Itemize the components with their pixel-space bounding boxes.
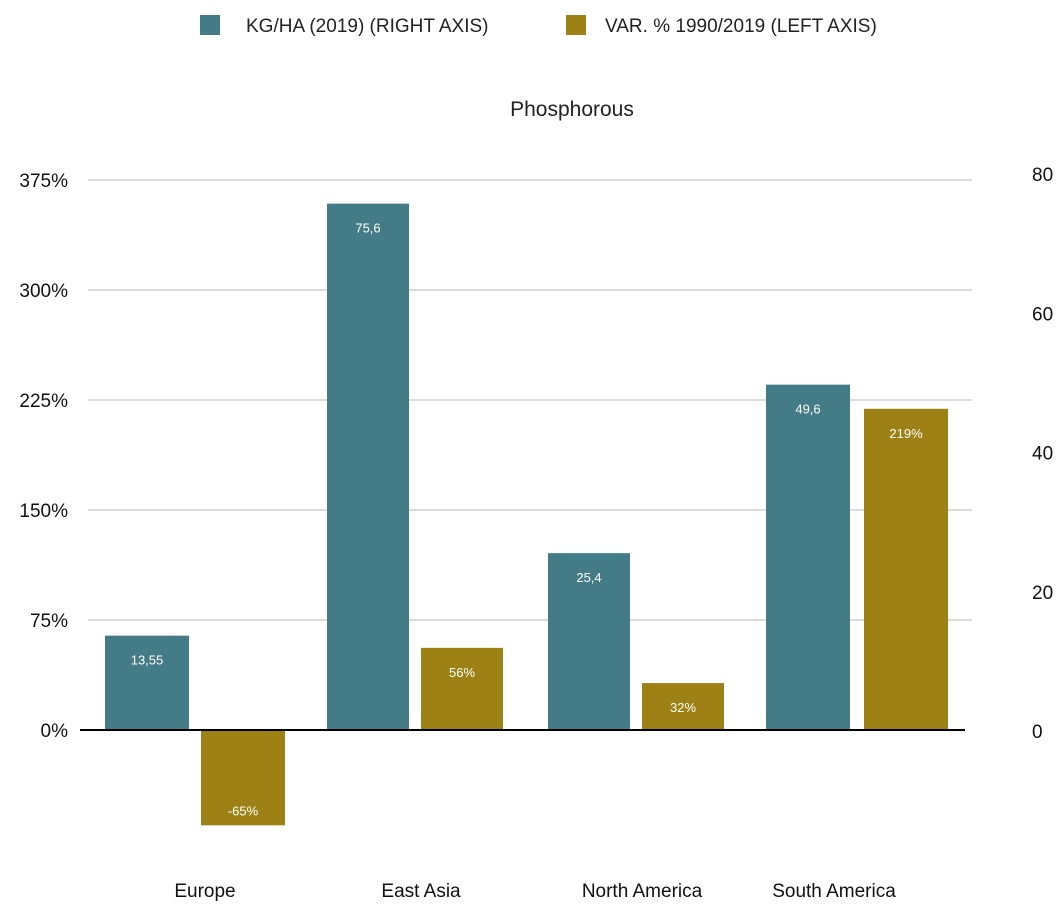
legend: KG/HA (2019) (RIGHT AXIS) VAR. % 1990/201…	[200, 15, 877, 37]
left-tick-label: 75%	[30, 611, 68, 632]
chart-title: Phosphorous	[510, 98, 634, 121]
bar-kgha-east-asia	[327, 204, 409, 730]
bar-value-label: -65%	[228, 803, 259, 818]
bar-value-label: 49,6	[795, 402, 820, 417]
category-axis: Europe East Asia North America South Americ…	[174, 881, 896, 902]
left-tick-label: 375%	[19, 171, 68, 192]
bar-value-label: 13,55	[131, 653, 164, 668]
bar-value-label: 219%	[889, 426, 923, 441]
bar-kgha-europe	[105, 636, 189, 730]
bar-var-east-asia	[421, 648, 503, 730]
legend-label-2: VAR. % 1990/2019 (LEFT AXIS)	[605, 16, 877, 37]
left-tick-label: 225%	[19, 391, 68, 412]
left-tick-label: 150%	[19, 501, 68, 522]
bar-value-label: 75,6	[355, 221, 380, 236]
right-tick-label: 60	[1032, 304, 1053, 325]
right-tick-label: 80	[1032, 165, 1053, 186]
left-tick-label: 0%	[41, 721, 69, 742]
category-label: South America	[772, 881, 896, 902]
right-tick-label: 20	[1032, 583, 1053, 604]
bar-value-label: 25,4	[576, 570, 601, 585]
category-label: North America	[582, 881, 703, 902]
left-axis: 0% 75% 150% 225% 300% 375%	[19, 171, 68, 742]
left-tick-label: 300%	[19, 281, 68, 302]
right-tick-label: 0	[1032, 722, 1043, 743]
bar-value-label: 56%	[449, 665, 475, 680]
category-label: Europe	[174, 881, 235, 902]
bar-kgha-south-america	[766, 385, 850, 730]
bar-var-south-america	[864, 409, 948, 730]
right-tick-label: 40	[1032, 444, 1053, 465]
right-axis: 0 20 40 60 80	[1032, 165, 1053, 743]
legend-swatch-1	[200, 15, 220, 35]
bar-value-label: 32%	[670, 700, 696, 715]
bars: 13,55 -65% 75,6 56% 25,4 32% 49,6 219%	[105, 204, 948, 826]
legend-swatch-2	[566, 15, 586, 35]
legend-label-1: KG/HA (2019) (RIGHT AXIS)	[246, 16, 489, 37]
category-label: East Asia	[381, 881, 461, 902]
